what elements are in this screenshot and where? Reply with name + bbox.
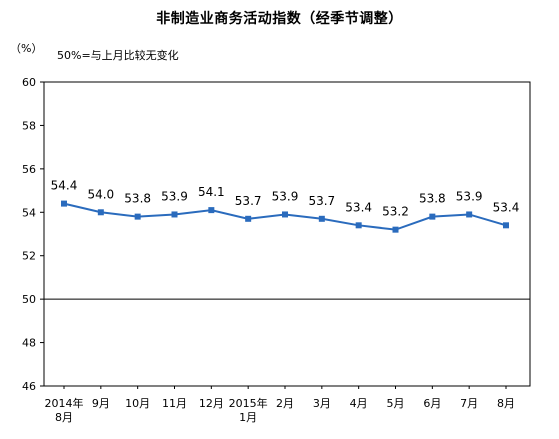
data-label: 53.7 (308, 194, 335, 208)
data-point (171, 211, 178, 218)
data-point (97, 209, 104, 216)
data-label: 53.4 (345, 200, 372, 214)
data-label: 54.0 (87, 187, 114, 201)
data-label: 53.9 (272, 189, 299, 203)
chart-title: 非制造业商务活动指数（经季节调整） (156, 11, 403, 27)
y-axis-unit: （%） (10, 42, 43, 55)
data-point (61, 200, 67, 207)
plot-frame (43, 81, 531, 387)
data-label: 53.8 (419, 192, 446, 206)
x-tick-label: 1月 (239, 411, 257, 424)
x-tick-label: 8月 (497, 397, 515, 410)
x-tick-label: 2015年 (229, 396, 268, 410)
y-tick-label: 60 (22, 76, 36, 89)
data-label: 53.4 (493, 200, 520, 214)
data-point (318, 215, 325, 222)
data-label: 53.9 (161, 189, 188, 203)
y-tick-label: 50 (22, 293, 36, 306)
series-markers (61, 200, 509, 233)
x-tick-label: 5月 (387, 397, 405, 410)
data-label: 54.4 (51, 179, 78, 193)
x-tick-label: 4月 (350, 397, 368, 410)
y-axis-ticks: 46 48 50 52 54 56 58 60 (22, 76, 44, 393)
data-point (245, 215, 252, 222)
data-point (282, 211, 288, 218)
data-label: 53.9 (456, 189, 483, 203)
y-tick-label: 56 (22, 163, 36, 176)
x-tick-label: 2014年 (45, 396, 84, 410)
y-tick-label: 58 (22, 119, 36, 132)
data-labels: 54.4 54.0 53.8 53.9 54.1 53.7 53.9 53.7 53.4 53.2… (51, 179, 520, 219)
x-tick-label: 12月 (199, 397, 224, 410)
y-tick-label: 52 (22, 250, 36, 263)
data-label: 53.7 (235, 194, 262, 208)
data-label: 53.8 (124, 192, 151, 206)
y-tick-label: 46 (22, 380, 36, 393)
chart-note: 50%=与上月比较无变化 (57, 49, 179, 62)
data-point (355, 222, 362, 229)
x-tick-label: 2月 (276, 397, 294, 410)
y-tick-label: 48 (22, 337, 36, 350)
data-point (466, 211, 473, 218)
x-tick-label: 8月 (55, 411, 73, 424)
data-point (208, 207, 215, 214)
x-tick-label: 11月 (162, 397, 187, 410)
data-point (392, 226, 399, 233)
x-tick-label: 10月 (125, 397, 150, 410)
data-point (429, 213, 436, 220)
data-point (134, 213, 141, 220)
data-point (503, 222, 509, 229)
x-tick-label: 9月 (92, 397, 110, 410)
data-label: 53.2 (382, 205, 409, 219)
data-label: 54.1 (198, 185, 225, 199)
y-tick-label: 54 (22, 206, 36, 219)
x-tick-label: 6月 (423, 397, 441, 410)
x-tick-label: 7月 (460, 397, 478, 410)
x-tick-label: 3月 (313, 397, 331, 410)
